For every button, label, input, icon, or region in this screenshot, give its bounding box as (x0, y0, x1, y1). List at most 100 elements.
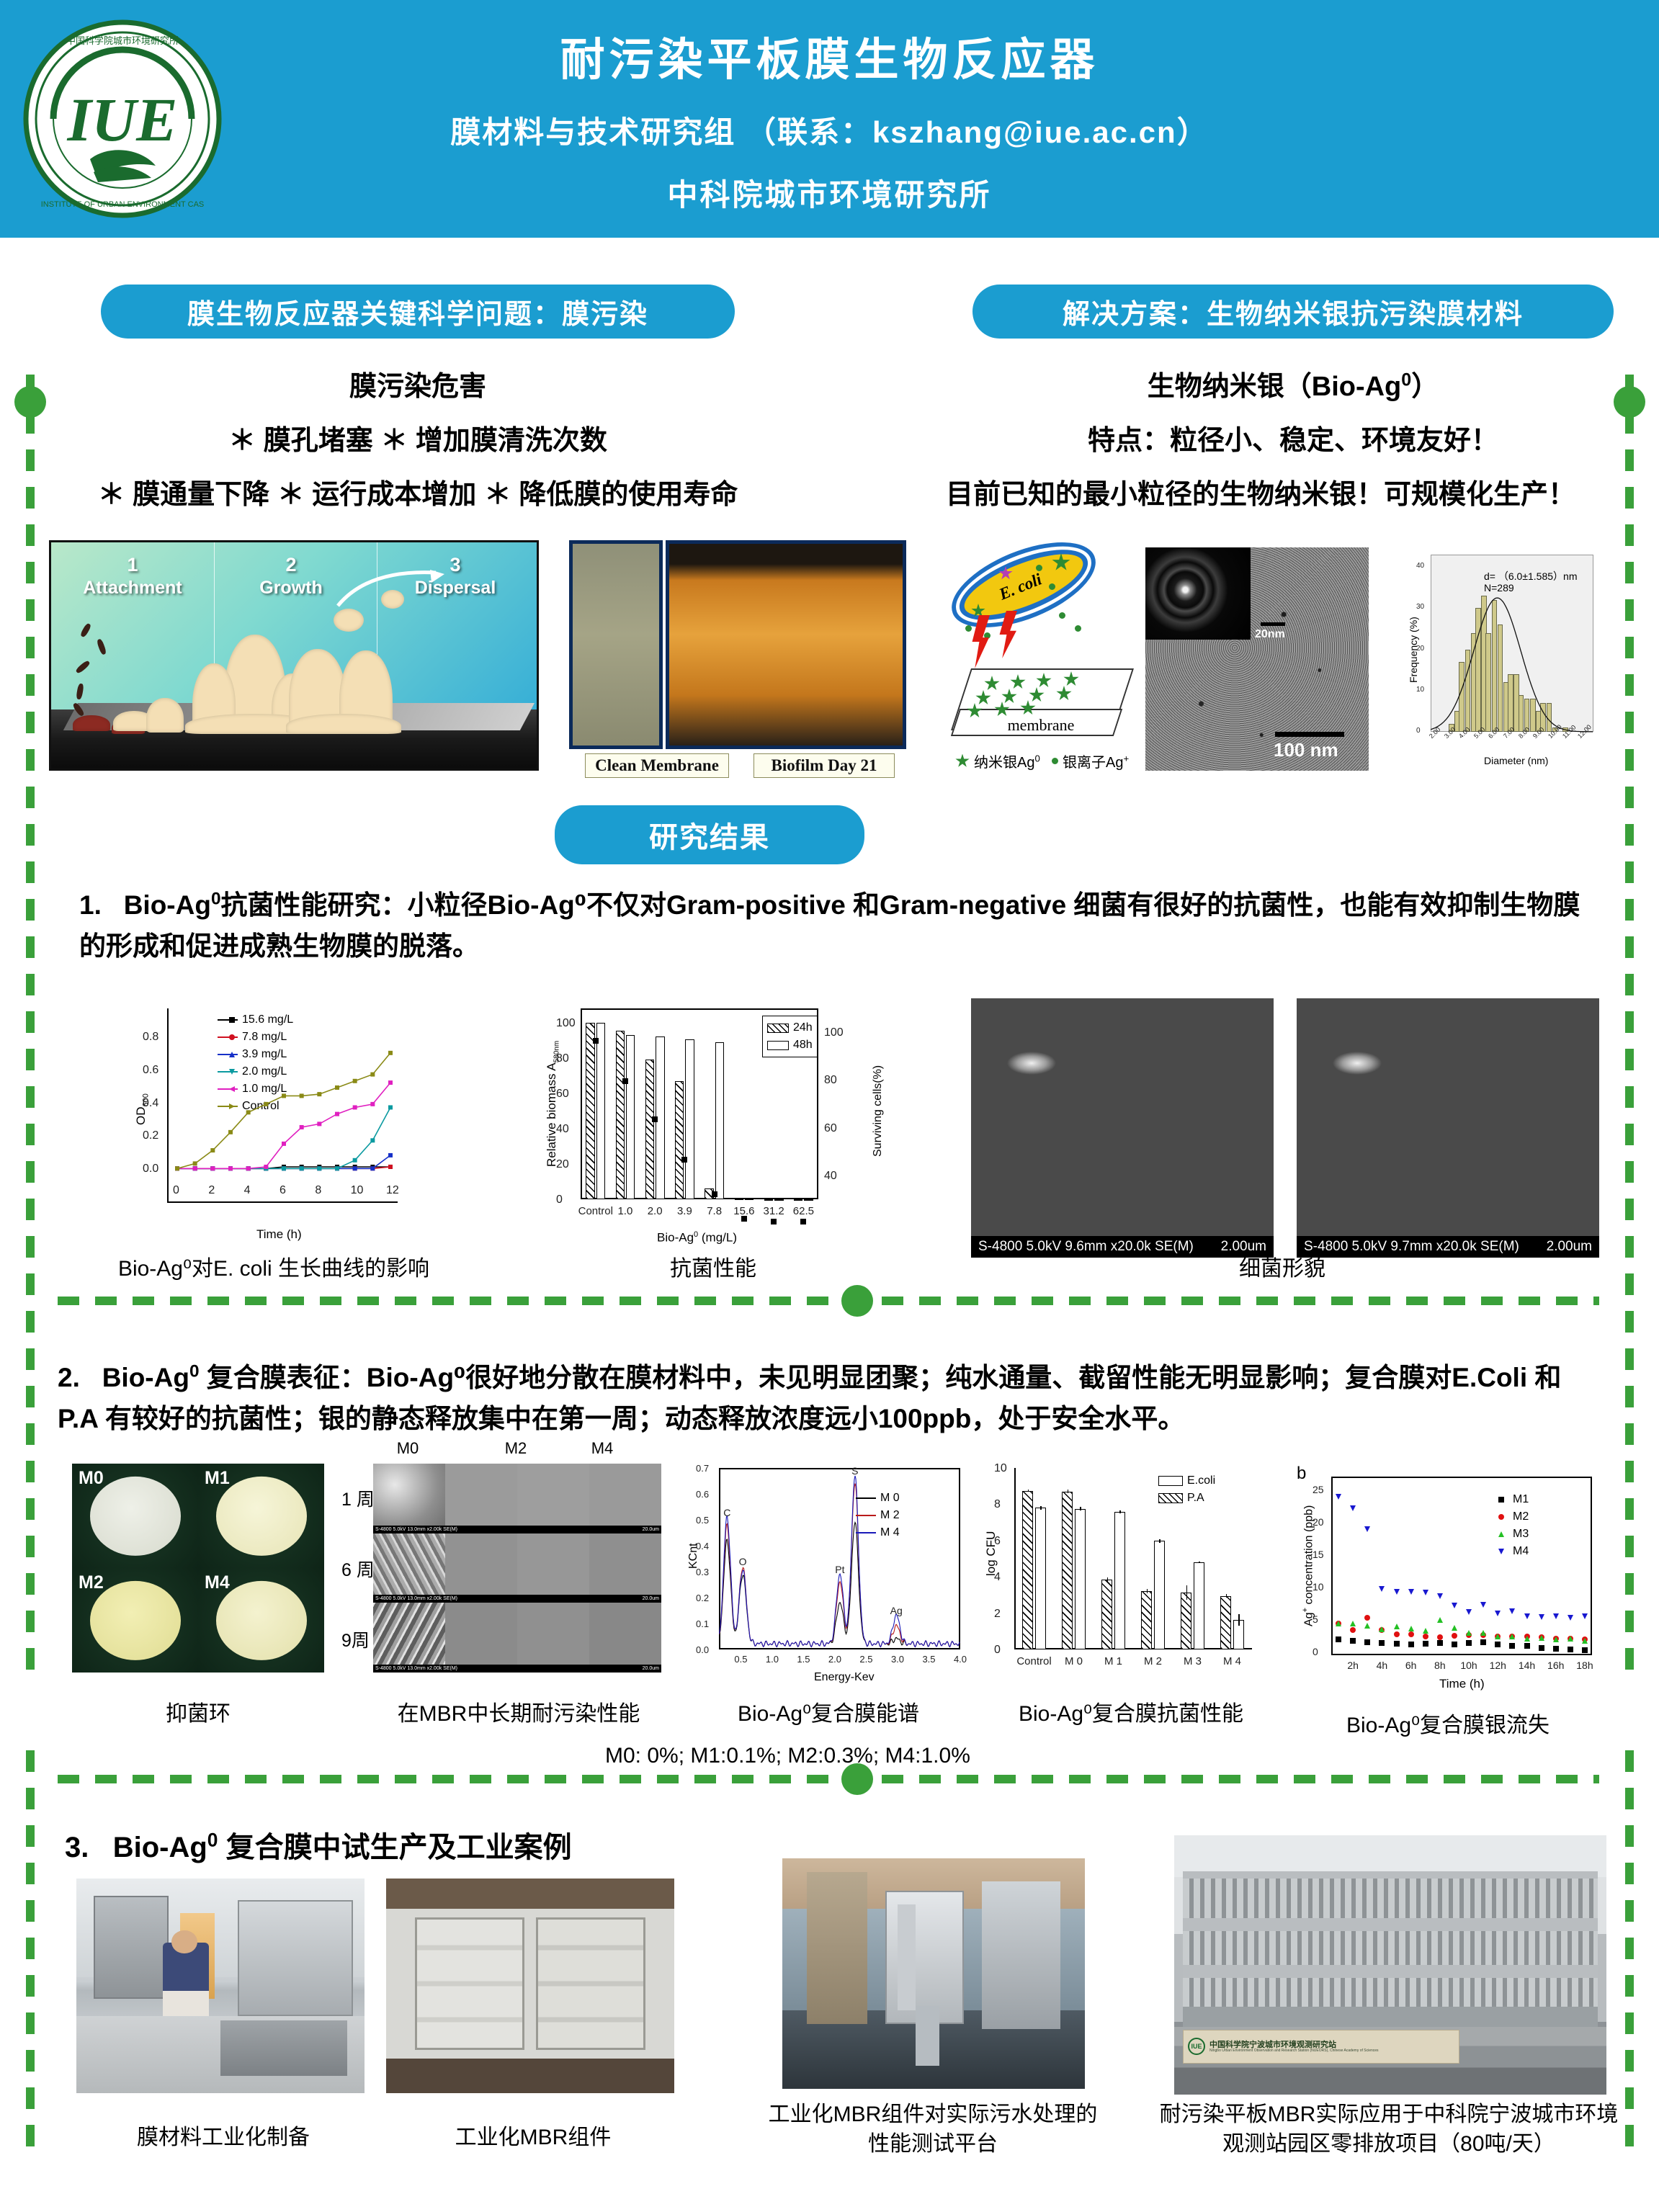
ecoli-membrane-schematic: E. coli membrane 纳米银Ag0 银离子Ag+ (951, 540, 1153, 778)
mbr-tile (517, 1464, 589, 1533)
mbr-tile (589, 1464, 661, 1533)
plate-M1: M1 (198, 1464, 324, 1568)
plate-M2-label: M2 (79, 1572, 104, 1593)
biomass-xlabel: Bio-Ag0 (mg/L) (657, 1230, 737, 1245)
biomass-legend: 24h 48h (762, 1016, 818, 1057)
mbr-row-week1: S-4800 5.0kV 13.0mm x2.00k SE(M) 20.0um (373, 1464, 661, 1533)
caption-photo-2: 工业化MBR组件 (455, 2126, 612, 2149)
silver-legend-item: M1 (1498, 1491, 1529, 1508)
caption-mbr-antifouling: 在MBR中长期耐污染性能 (397, 1702, 640, 1726)
mbr-tile (589, 1603, 661, 1673)
sem-bacteria-image-1: S-4800 5.0kV 9.6mm x20.0k SE(M) 2.00um (971, 998, 1274, 1258)
solution-line-1: 特点：粒径小、稳定、环境友好！ (1087, 426, 1498, 456)
silver-legend-item: M4 (1498, 1543, 1529, 1560)
caption-logcfu: Bio-Ag⁰复合膜抗菌性能 (1018, 1702, 1244, 1726)
caption-photo-3: 工业化MBR组件对实际污水处理的性能测试平台 (768, 2103, 1098, 2156)
section-2-number: 2. (58, 1363, 80, 1392)
divider-section2-section3 (58, 1775, 1599, 1783)
caption-bacteria-morphology: 细菌形貌 (1239, 1257, 1325, 1281)
sem-bacteria-image-2: S-4800 5.0kV 9.7mm x20.0k SE(M) 2.00um (1297, 998, 1599, 1258)
solution-subtitle-sup: 0 (1401, 370, 1412, 390)
dot-left-top (14, 386, 46, 418)
photo-mbr-test-platform (782, 1858, 1085, 2089)
biomass-legend-48h: 48h (767, 1036, 813, 1054)
mbr-tile (373, 1533, 445, 1603)
biomass-legend-24h: 24h (767, 1019, 813, 1036)
silver-legend-item: M2 (1498, 1508, 1529, 1526)
caption-eds: Bio-Ag⁰复合膜能谱 (737, 1702, 920, 1726)
antibacterial-biomass-chart: Relative biomass A580nm Surviving cells(… (533, 1001, 893, 1253)
growth-curve-chart: OD600 Time (h) 15.6 mg/L 7.8 mg/L 3.9 mg/L… (115, 1001, 418, 1253)
section-1-number: 1. (79, 890, 102, 920)
mbr-tile (373, 1464, 445, 1533)
frame-left-dashed-lower (26, 1750, 35, 2154)
caption-antibacterial: 抗菌性能 (670, 1257, 756, 1281)
plate-M0-label: M0 (79, 1468, 104, 1488)
problem-line-2: ＊ 膜通量下降 ＊ 运行成本增加 ＊ 降低膜的使用寿命 (97, 480, 738, 510)
mbr-col-label-M0: M0 (396, 1439, 419, 1457)
histogram-annotation-d: d= （6.0±1.585）nm (1484, 570, 1578, 582)
eds-legend-item: M 2 (856, 1507, 900, 1524)
caption-growth-curve: Bio-Ag⁰对E. coli 生长曲线的影响 (117, 1257, 430, 1281)
building-sign-logo: IUE (1188, 2038, 1205, 2056)
tem-saed-inset (1145, 547, 1251, 640)
solution-line-2: 目前已知的最小粒径的生物纳米银！可规模化生产！ (945, 480, 1575, 510)
eds-xlabel: Energy-Kev (814, 1671, 875, 1683)
mbr-tile (445, 1603, 517, 1673)
photo-nueors-building: IUE 中国科学院宁波城市环境观测研究站 Ningbo Urban Enviro… (1174, 1835, 1606, 2095)
mbr-row-week9: S-4800 5.0kV 13.0mm x2.00k SE(M) 20.0um (373, 1603, 661, 1673)
results-banner-label: 研究结果 (649, 822, 770, 854)
frame-right-dashed-lower (1625, 1750, 1634, 2154)
sem-1-info-bar: S-4800 5.0kV 9.6mm x20.0k SE(M) 2.00um (971, 1236, 1274, 1258)
section-2-heading: 2. Bio-Ag0 复合膜表征：Bio-Ag⁰很好地分散在膜材料中，未见明显团… (58, 1361, 1562, 1434)
research-group: 膜材料与技术研究组 （联系：kszhang@iue.ac.cn） (450, 115, 1209, 149)
silver-legend-item: M3 (1498, 1526, 1529, 1543)
silver-release-legend: M1 M2 M3 M4 (1498, 1491, 1529, 1560)
ion-arrow-left (972, 615, 990, 668)
frame-right-dashed (1625, 375, 1634, 1678)
logcfu-legend: E.coli P.A (1158, 1472, 1215, 1507)
institute-name: 中科院城市环境研究所 (667, 178, 992, 212)
page-title: 耐污染平板膜生物反应器 (560, 35, 1099, 85)
growth-legend-item: 1.0 mg/L (218, 1080, 293, 1098)
section-1-bold-rest: 抗菌性能研究 (220, 890, 381, 920)
mbr-tile (373, 1603, 445, 1673)
eds-legend-item: M 0 (856, 1490, 900, 1507)
plate-M4-label: M4 (205, 1572, 230, 1593)
growth-curve-xlabel: Time (h) (256, 1227, 302, 1241)
legend-nano-silver: 纳米银Ag0 (955, 751, 1040, 771)
section-3-bold: Bio-Ag (112, 1832, 207, 1863)
fouled-membrane-photo (666, 540, 906, 749)
caption-photo-1: 膜材料工业化制备 (137, 2126, 310, 2149)
mbr-tile (445, 1533, 517, 1603)
solution-banner-label: 解决方案：生物纳米银抗污染膜材料 (1062, 300, 1524, 330)
eds-plot-area (719, 1468, 960, 1649)
mbr-tile (517, 1533, 589, 1603)
plate-M4: M4 (198, 1568, 324, 1673)
week-label-9: 9周 (341, 1631, 370, 1651)
plate-M0: M0 (72, 1464, 198, 1568)
growth-legend-item: 3.9 mg/L (218, 1046, 293, 1063)
growth-legend-item: 15.6 mg/L (218, 1011, 293, 1029)
plate-M1-label: M1 (205, 1468, 230, 1488)
mbr-tile (445, 1464, 517, 1533)
mbr-strip: S-4800 5.0kV 13.0mm x2.00k SE(M) 20.0um (373, 1664, 661, 1673)
dot-divider-1 (841, 1285, 873, 1317)
photo-membrane-production (76, 1879, 365, 2093)
svg-text:INSTITUTE OF URBAN ENVIRONMENT: INSTITUTE OF URBAN ENVIRONMENT CAS (41, 200, 205, 209)
tem-nanoparticle-image: 20nm 100 nm (1145, 547, 1369, 771)
biomass-ylabel-right: Surviving cells(%) (872, 1065, 884, 1157)
mbr-longterm-sem-grid: S-4800 5.0kV 13.0mm x2.00k SE(M) 20.0um … (373, 1464, 661, 1673)
frame-left-dashed (26, 375, 35, 1678)
mbr-tile (589, 1533, 661, 1603)
mbr-col-label-M2: M2 (504, 1439, 527, 1457)
section-3-number: 3. (65, 1832, 89, 1863)
solution-subtitle-main: 生物纳米银（Bio-Ag (1147, 372, 1402, 402)
growth-legend-item: 7.8 mg/L (218, 1029, 293, 1046)
problem-banner-label: 膜生物反应器关键科学问题：膜污染 (187, 300, 648, 330)
legend-silver-ion: 银离子Ag+ (1052, 751, 1129, 771)
dot-divider-2 (841, 1763, 873, 1795)
membrane-slab-label: membrane (1007, 716, 1075, 734)
